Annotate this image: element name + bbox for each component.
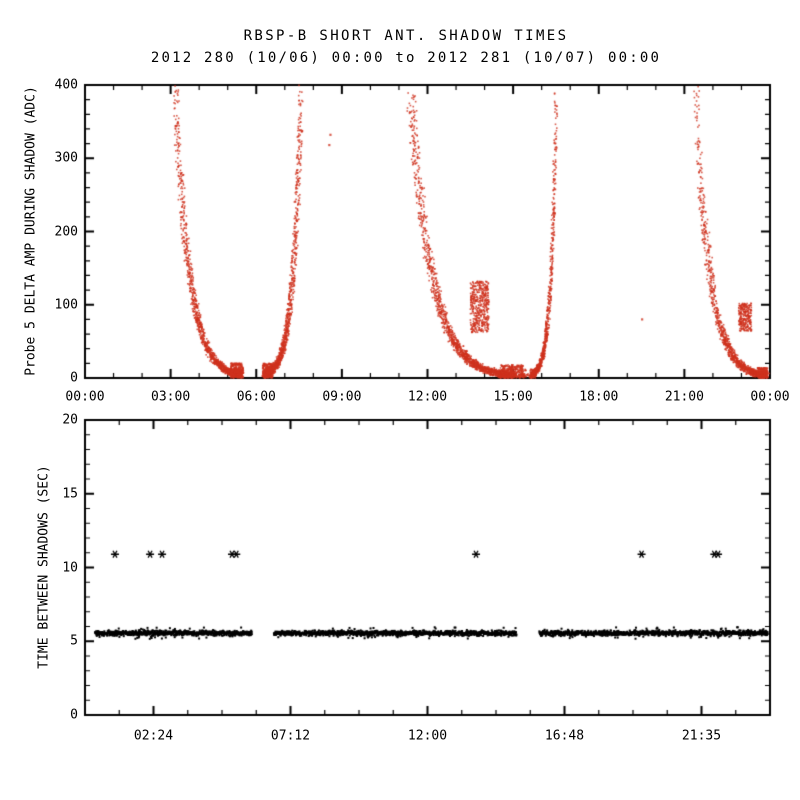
- top-y-tick-label-0: 0: [70, 370, 78, 386]
- top-y-tick-label-4: 400: [54, 77, 78, 93]
- bottom-y-tick-label-0: 0: [70, 707, 78, 723]
- bottom-x-tick-label-4: 21:35: [681, 728, 722, 744]
- top-y-tick-label-2: 200: [54, 224, 78, 239]
- bottom-y-axis-label: TIME BETWEEN SHADOWS (SEC): [36, 465, 52, 669]
- chart-title: RBSP-B SHORT ANT. SHADOW TIMES: [243, 28, 569, 44]
- top-x-tick-label-0: 00:00: [65, 389, 105, 405]
- bottom-x-tick-label-1: 07:12: [270, 728, 311, 744]
- bottom-x-tick-label-0: 02:24: [133, 728, 174, 744]
- top-x-tick-label-3: 09:00: [322, 389, 362, 405]
- top-y-tick-label-1: 100: [54, 297, 78, 313]
- bottom-x-tick-label-2: 12:00: [407, 728, 448, 744]
- bottom-x-tick-label-3: 16:48: [544, 728, 585, 744]
- top-x-tick-label-8: 00:00: [750, 389, 790, 405]
- bottom-y-tick-label-2: 10: [62, 560, 78, 575]
- top-x-tick-label-5: 15:00: [493, 389, 533, 405]
- top-y-tick-label-3: 300: [54, 150, 78, 166]
- top-x-tick-label-6: 18:00: [579, 389, 619, 405]
- top-x-tick-label-1: 03:00: [151, 389, 191, 405]
- bottom-y-tick-label-1: 5: [70, 633, 78, 649]
- top-x-tick-label-4: 12:00: [407, 389, 448, 405]
- bottom-y-tick-label-4: 20: [62, 412, 78, 428]
- top-x-tick-label-7: 21:00: [664, 389, 704, 405]
- bottom-y-tick-label-3: 15: [62, 486, 78, 502]
- top-x-tick-label-2: 06:00: [236, 389, 276, 405]
- top-y-axis-label: Probe 5 DELTA AMP DURING SHADOW (ADC): [23, 86, 39, 376]
- chart-subtitle: 2012 280 (10/06) 00:00 to 2012 281 (10/0…: [150, 50, 662, 66]
